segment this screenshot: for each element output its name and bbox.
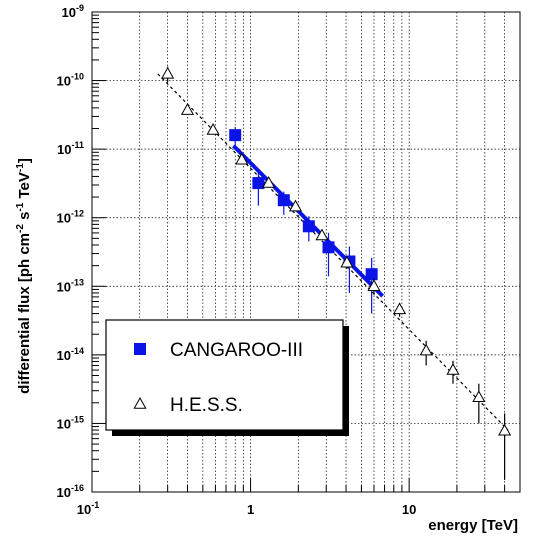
data-point-triangle <box>498 423 512 436</box>
data-point-triangle <box>235 152 249 165</box>
data-point-triangle <box>446 363 460 375</box>
x-axis-title: energy [TeV] <box>428 517 518 534</box>
data-point-square <box>322 241 335 254</box>
data-point-triangle <box>262 176 276 188</box>
data-point-triangle <box>340 255 354 268</box>
data-point-triangle <box>315 228 329 241</box>
legend-marker-cangaroo <box>134 343 146 355</box>
legend-marker-hess <box>133 396 147 409</box>
y-tick-label: 10-11 <box>57 140 84 157</box>
x-tick-label: 10 <box>402 502 416 517</box>
series-cangaroo-iii <box>229 127 378 314</box>
y-tick-label: 10-14 <box>57 346 84 363</box>
data-series <box>161 66 512 480</box>
axes: 10-1 1 1010-1610-1510-1410-1310-1210-1110-… <box>57 3 521 517</box>
data-point-triangle <box>393 302 407 315</box>
legend: CANGAROO-III H.E.S.S. <box>105 319 349 436</box>
data-point-square <box>277 194 290 207</box>
data-point-triangle <box>180 103 195 115</box>
data-point-square <box>229 129 242 142</box>
data-point-triangle <box>472 390 486 403</box>
data-point-triangle <box>367 279 381 291</box>
y-tick-label: 10-16 <box>57 483 84 500</box>
y-tick-label: 10-9 <box>62 3 84 20</box>
legend-label-cangaroo: CANGAROO-III <box>170 340 303 361</box>
data-point-triangle <box>288 199 303 212</box>
series-h-e-s-s- <box>161 66 512 480</box>
data-point-square <box>252 177 265 190</box>
y-axis-title: differential flux [ph cm-2 s-1 TeV-1] <box>15 158 33 394</box>
legend-label-hess: H.E.S.S. <box>170 395 243 416</box>
y-tick-label: 10-10 <box>57 72 84 89</box>
y-tick-label: 10-13 <box>57 277 84 294</box>
y-tick-label: 10-12 <box>57 209 84 226</box>
data-point-square <box>302 220 315 233</box>
x-tick-label: 1 <box>247 502 254 517</box>
legend-box <box>105 319 344 431</box>
data-point-triangle <box>161 66 175 79</box>
data-point-triangle <box>419 343 433 356</box>
plot-frame <box>91 11 521 493</box>
data-point-triangle <box>206 123 220 135</box>
y-tick-label: 10-15 <box>57 414 84 431</box>
x-tick-label: 10-1 <box>77 500 99 517</box>
data-point-square <box>365 268 378 281</box>
